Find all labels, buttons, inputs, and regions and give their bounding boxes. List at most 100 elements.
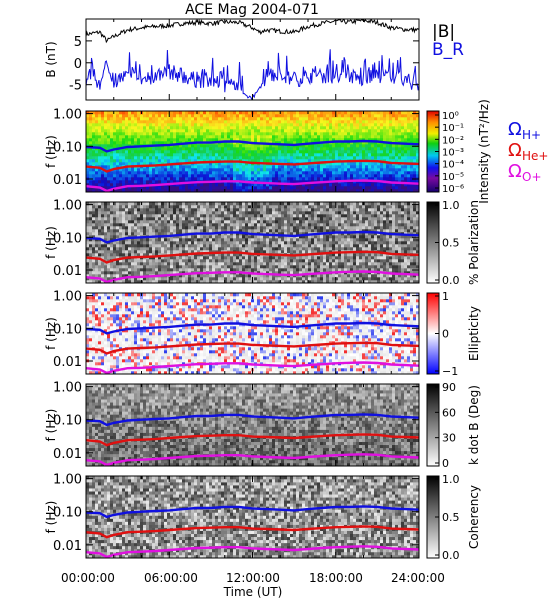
spectrogram-cell [164, 202, 168, 206]
spectrogram-cell [131, 229, 135, 233]
spectrogram-cell [146, 132, 150, 136]
spectrogram-cell [212, 256, 216, 260]
spectrogram-cell [245, 156, 249, 160]
spectrogram-cell [122, 205, 126, 209]
spectrogram-cell [266, 223, 270, 227]
spectrogram-cell [173, 120, 177, 124]
spectrogram-cell [158, 256, 162, 260]
spectrogram-cell [140, 262, 144, 266]
spectrogram-cell [128, 211, 132, 215]
spectrogram-cell [332, 147, 336, 151]
spectrogram-cell [386, 147, 390, 151]
spectrogram-cell [365, 144, 369, 148]
spectrogram-cell [323, 111, 327, 115]
spectrogram-cell [329, 174, 333, 178]
spectrogram-cell [245, 162, 249, 166]
spectrogram-cell [257, 280, 261, 284]
spectrogram-cell [197, 132, 201, 136]
spectrogram-cell [263, 235, 267, 239]
spectrogram-cell [272, 229, 276, 233]
spectrogram-cell [290, 256, 294, 260]
spectrogram-cell [101, 180, 105, 184]
spectrogram-cell [212, 250, 216, 254]
spectrogram-cell [371, 120, 375, 124]
spectrogram-cell [320, 138, 324, 142]
spectrogram-cell [269, 171, 273, 175]
spectrogram-cell [272, 171, 276, 175]
spectrogram-cell [176, 135, 180, 139]
spectrogram-cell [290, 244, 294, 248]
spectrogram-cell [230, 156, 234, 160]
spectrogram-cell [305, 150, 309, 154]
spectrogram-cell [92, 156, 96, 160]
spectrogram-cell [197, 135, 201, 139]
spectrogram-cell [116, 168, 120, 172]
spectrogram-cell [410, 183, 414, 187]
spectrogram-cell [398, 186, 402, 190]
spectrogram-cell [86, 214, 90, 218]
spectrogram-cell [389, 126, 393, 130]
spectrogram-cell [263, 259, 267, 263]
spectrogram-cell [98, 259, 102, 263]
spectrogram-cell [260, 186, 264, 190]
spectrogram-cell [206, 280, 210, 284]
spectrogram-cell [125, 174, 129, 178]
spectrogram-cell [248, 217, 252, 221]
spectrogram-cell [209, 123, 213, 127]
spectrogram-cell [95, 144, 99, 148]
spectrogram-cell [299, 129, 303, 133]
spectrogram-cell [278, 262, 282, 266]
spectrogram-cell [299, 153, 303, 157]
spectrogram-cell [374, 150, 378, 154]
spectrogram-cell [128, 132, 132, 136]
spectrogram-cell [203, 250, 207, 254]
spectrogram-cell [335, 144, 339, 148]
spectrogram-cell [200, 114, 204, 118]
spectrogram-cell [185, 229, 189, 233]
spectrogram-cell [119, 211, 123, 215]
spectrogram-cell [152, 253, 156, 257]
spectrogram-cell [281, 247, 285, 251]
spectrogram-cell [218, 156, 222, 160]
spectrogram-cell [365, 129, 369, 133]
spectrogram-cell [272, 114, 276, 118]
spectrogram-cell [170, 208, 174, 212]
spectrogram-cell [227, 120, 231, 124]
spectrogram-cell [116, 111, 120, 115]
spectrogram-cell [125, 244, 129, 248]
spectrogram-cell [131, 241, 135, 245]
spectrogram-cell [137, 180, 141, 184]
spectrogram-cell [293, 111, 297, 115]
spectrogram-cell [158, 177, 162, 181]
spectrogram-cell [206, 132, 210, 136]
spectrogram-cell [251, 229, 255, 233]
spectrogram-cell [164, 205, 168, 209]
spectrogram-cell [296, 259, 300, 263]
spectrogram-cell [140, 171, 144, 175]
spectrogram-cell [269, 177, 273, 181]
spectrogram-cell [98, 220, 102, 224]
spectrogram-cell [107, 129, 111, 133]
spectrogram-cell [221, 183, 225, 187]
spectrogram-cell [380, 186, 384, 190]
spectrogram-cell [170, 147, 174, 151]
spectrogram-cell [230, 129, 234, 133]
spectrogram-cell [176, 153, 180, 157]
spectrogram-cell [278, 232, 282, 236]
spectrogram-cell [152, 147, 156, 151]
spectrogram-cell [98, 241, 102, 245]
spectrogram-cell [212, 117, 216, 121]
spectrogram-cell [209, 138, 213, 142]
spectrogram-cell [329, 162, 333, 166]
spectrogram-cell [278, 165, 282, 169]
spectrogram-cell [404, 123, 408, 127]
spectrogram-cell [143, 223, 147, 227]
spectrogram-cell [134, 220, 138, 224]
spectrogram-cell [158, 277, 162, 281]
spectrogram-cell [194, 147, 198, 151]
spectrogram-cell [140, 117, 144, 121]
spectrogram-cell [206, 177, 210, 181]
spectrogram-cell [230, 189, 234, 193]
spectrogram-cell [275, 205, 279, 209]
spectrogram-cell [218, 253, 222, 257]
